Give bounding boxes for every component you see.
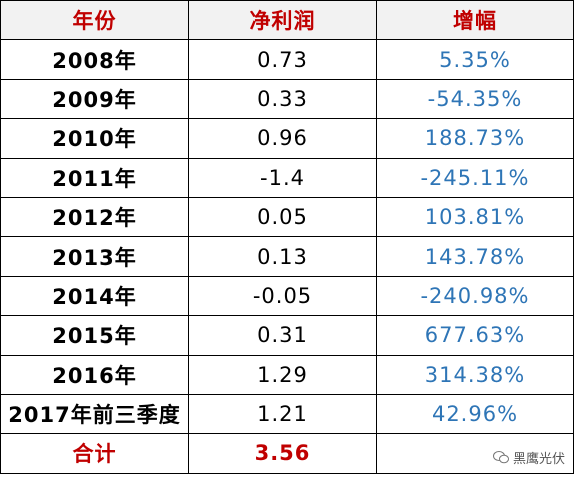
table-row: 2017年前三季度 1.21 42.96% [0, 393, 574, 435]
year-cell: 2011年 [0, 157, 189, 198]
profit-cell: 0.05 [188, 196, 377, 238]
growth-cell: 103.81% [376, 196, 574, 238]
total-cell: 黑鹰光伏 [376, 433, 574, 474]
header-cell: 增幅 [376, 0, 574, 41]
table-row: 2010年 0.96 188.73% [0, 118, 574, 159]
year-cell: 2017年前三季度 [0, 393, 189, 435]
year-cell: 2013年 [0, 236, 189, 277]
growth-cell: 143.78% [376, 236, 574, 277]
table-row: 2016年 1.29 314.38% [0, 354, 574, 395]
total-row: 合计 3.56 黑鹰光伏 [0, 433, 574, 474]
header-row: 年份 净利润 增幅 [0, 0, 574, 41]
year-cell: 2010年 [0, 118, 189, 159]
profit-cell: -1.4 [188, 157, 377, 198]
year-cell: 2014年 [0, 275, 189, 317]
watermark: 黑鹰光伏 [492, 448, 565, 467]
profit-cell: -0.05 [188, 275, 377, 317]
table-row: 2013年 0.13 143.78% [0, 236, 574, 277]
year-cell: 2012年 [0, 196, 189, 238]
watermark-text: 黑鹰光伏 [512, 451, 565, 467]
data-table: 年份 净利润 增幅 2008年 0.73 5.35% 2009年 0.33 -54.35%… [0, 0, 574, 474]
growth-cell: 42.96% [376, 393, 574, 435]
growth-cell: -54.35% [376, 78, 574, 120]
growth-cell: -245.11% [376, 157, 574, 198]
profit-cell: 0.33 [188, 78, 377, 120]
growth-cell: -240.98% [376, 275, 574, 317]
table-row: 2012年 0.05 103.81% [0, 196, 574, 238]
growth-cell: 188.73% [376, 118, 574, 159]
year-cell: 2015年 [0, 315, 189, 356]
profit-cell: 0.31 [188, 315, 377, 356]
total-cell: 3.56 [188, 433, 377, 474]
total-cell: 合计 [0, 433, 189, 474]
year-cell: 2016年 [0, 354, 189, 395]
wechat-icon [492, 451, 509, 464]
table-row: 2011年 -1.4 -245.11% [0, 157, 574, 198]
table-row: 2009年 0.33 -54.35% [0, 78, 574, 120]
header-cell: 净利润 [188, 0, 377, 41]
growth-cell: 314.38% [376, 354, 574, 395]
growth-cell: 5.35% [376, 39, 574, 80]
profit-cell: 0.13 [188, 236, 377, 277]
profit-cell: 0.73 [188, 39, 377, 80]
header-cell: 年份 [0, 0, 189, 41]
table-row: 2014年 -0.05 -240.98% [0, 275, 574, 317]
year-cell: 2008年 [0, 39, 189, 80]
profit-cell: 0.96 [188, 118, 377, 159]
profit-cell: 1.21 [188, 393, 377, 435]
year-cell: 2009年 [0, 78, 189, 120]
table-row: 2015年 0.31 677.63% [0, 315, 574, 356]
table-row: 2008年 0.73 5.35% [0, 39, 574, 80]
table-body: 年份 净利润 增幅 2008年 0.73 5.35% 2009年 0.33 -54.35%… [0, 0, 574, 474]
growth-cell: 677.63% [376, 315, 574, 356]
profit-cell: 1.29 [188, 354, 377, 395]
